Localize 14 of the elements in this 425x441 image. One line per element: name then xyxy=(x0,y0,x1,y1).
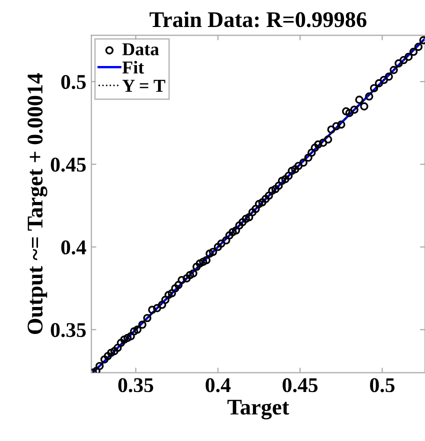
legend-label: Data xyxy=(122,43,159,56)
y-axis-title: Output ~= Target + 0.00014 xyxy=(28,73,48,334)
y-tick-label: 0.4 xyxy=(61,240,86,254)
chart-title: Train Data: R=0.99986 xyxy=(150,12,366,28)
x-tick-label: 0.4 xyxy=(206,378,231,392)
x-tick-label: 0.45 xyxy=(282,378,318,392)
x-tick-label: 0.35 xyxy=(118,378,154,392)
legend-label: Fit xyxy=(122,60,144,74)
y-tick-label: 0.35 xyxy=(50,323,86,338)
y-tick-label: 0.45 xyxy=(50,158,86,172)
y-tick-label: 0.5 xyxy=(61,74,86,90)
x-tick-label: 0.5 xyxy=(370,378,395,392)
x-axis-title: Target xyxy=(227,400,290,420)
legend-label: Y = T xyxy=(122,80,166,92)
